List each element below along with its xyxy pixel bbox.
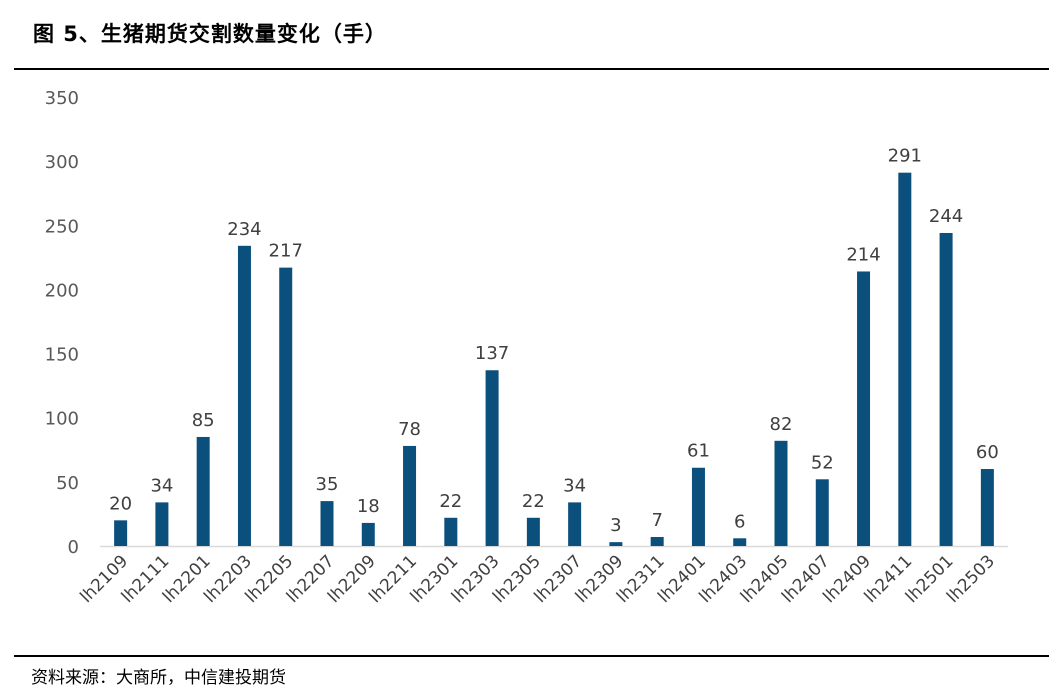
bar: [237, 245, 251, 546]
data-label: 234: [227, 219, 261, 240]
data-label: 137: [475, 343, 509, 364]
y-tick-label: 100: [45, 409, 79, 430]
bar: [815, 479, 829, 546]
bar: [320, 501, 334, 546]
bar: [939, 232, 953, 547]
bottom-rule: [14, 655, 1049, 657]
data-label: 20: [109, 493, 132, 514]
bar: [733, 538, 747, 546]
y-tick-label: 300: [45, 152, 79, 173]
bar: [361, 522, 375, 546]
bar: [279, 267, 293, 546]
bar: [114, 520, 128, 546]
bar: [774, 440, 788, 546]
bar: [526, 517, 540, 546]
data-label: 35: [316, 474, 339, 495]
data-label: 3: [610, 515, 621, 536]
bar: [857, 271, 871, 546]
y-tick-label: 350: [45, 88, 79, 109]
data-label: 34: [150, 475, 173, 496]
source-note: 资料来源：大商所，中信建投期货: [31, 668, 286, 688]
data-label: 217: [269, 241, 303, 262]
bar: [444, 517, 458, 546]
bar: [196, 436, 210, 546]
data-label: 52: [811, 452, 834, 473]
y-tick-label: 250: [45, 216, 79, 237]
data-label: 34: [563, 475, 586, 496]
bar: [650, 537, 664, 546]
top-rule: [14, 68, 1049, 70]
y-tick-label: 200: [45, 280, 79, 301]
bar: [609, 542, 623, 546]
bar: [898, 172, 912, 546]
data-label: 6: [734, 511, 745, 532]
data-label: 291: [888, 146, 922, 167]
bar: [155, 502, 169, 546]
bar: [980, 469, 994, 546]
bar: [403, 445, 417, 546]
bar: [485, 370, 499, 546]
data-label: 214: [846, 244, 880, 265]
y-tick-label: 0: [68, 537, 79, 558]
data-label: 18: [357, 496, 380, 517]
data-label: 78: [398, 419, 421, 440]
data-label: 82: [770, 414, 793, 435]
bar: [568, 502, 582, 546]
data-label: 244: [929, 206, 963, 227]
data-label: 60: [976, 442, 999, 463]
data-label: 85: [192, 410, 215, 431]
bar: [691, 467, 705, 546]
data-label: 22: [439, 491, 462, 512]
data-label: 61: [687, 441, 710, 462]
y-tick-label: 50: [56, 473, 79, 494]
data-label: 22: [522, 491, 545, 512]
data-label: 7: [651, 510, 662, 531]
bar-chart: 05010015020025030035020lh210934lh211185l…: [45, 88, 1008, 607]
figure-title: 图 5、生猪期货交割数量变化（手）: [33, 22, 387, 46]
y-tick-label: 150: [45, 345, 79, 366]
